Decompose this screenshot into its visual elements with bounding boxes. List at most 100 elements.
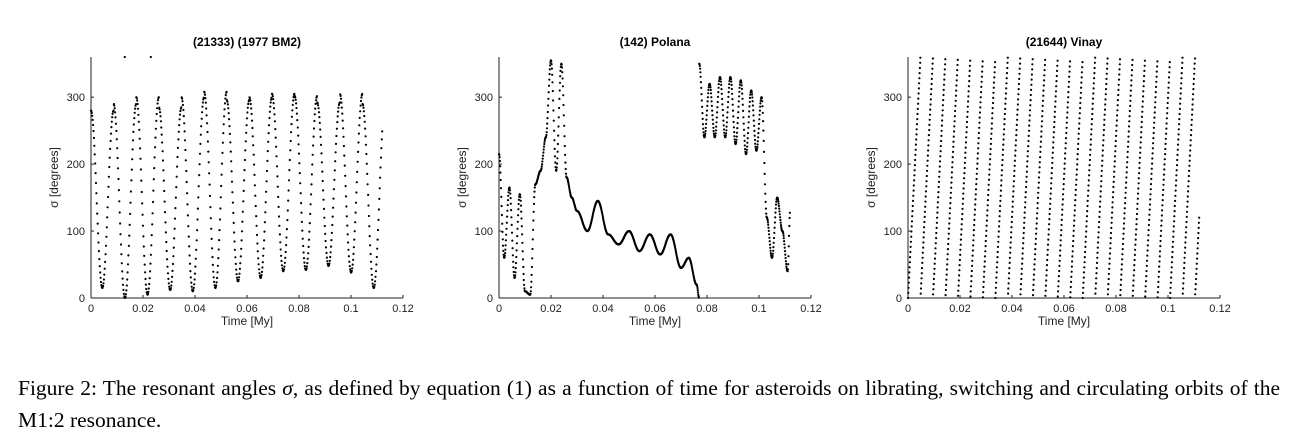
data-point: [1016, 108, 1019, 111]
data-point: [139, 157, 142, 160]
data-point: [1174, 199, 1177, 202]
data-point: [1115, 129, 1118, 132]
data-point: [503, 254, 506, 257]
data-point: [1056, 64, 1059, 67]
data-point: [275, 155, 278, 158]
data-point: [758, 113, 761, 116]
data-point: [785, 262, 788, 266]
data-point: [218, 218, 222, 221]
data-point: [751, 93, 754, 96]
data-point: [149, 270, 152, 273]
data-point: [709, 88, 712, 92]
data-point: [558, 106, 561, 110]
data-point: [1081, 61, 1084, 64]
data-point: [332, 206, 335, 209]
data-point: [1076, 163, 1079, 166]
data-point: [180, 106, 183, 109]
data-point: [349, 268, 352, 271]
data-point: [141, 224, 145, 227]
data-point: [760, 97, 764, 100]
data-point: [920, 277, 923, 280]
data-point: [1180, 82, 1183, 85]
data-point: [1018, 62, 1022, 65]
data-point: [1008, 267, 1011, 270]
data-point: [337, 110, 340, 113]
data-point: [1090, 123, 1093, 126]
data-point: [994, 296, 997, 300]
y-tick-label: 100: [475, 226, 493, 238]
data-point: [1100, 180, 1103, 183]
data-point: [339, 94, 342, 97]
data-point: [204, 97, 207, 100]
data-point: [332, 188, 335, 191]
data-point: [1076, 153, 1079, 156]
data-point: [1143, 74, 1146, 78]
data-point: [1010, 231, 1013, 234]
data-point: [172, 246, 175, 249]
data-point: [984, 250, 987, 253]
data-point: [362, 106, 365, 109]
data-point: [235, 268, 238, 271]
data-point: [980, 75, 984, 78]
data-point: [1182, 272, 1185, 275]
data-point: [930, 82, 933, 86]
data-point: [982, 275, 986, 278]
data-point: [568, 186, 571, 189]
data-point: [1082, 271, 1086, 274]
data-point: [704, 130, 707, 133]
data-point: [931, 62, 934, 65]
data-point: [923, 210, 927, 213]
data-point: [110, 120, 113, 123]
data-point: [932, 277, 936, 281]
data-point: [1141, 100, 1144, 103]
data-point: [1023, 211, 1026, 214]
data-point: [1162, 173, 1166, 176]
data-point: [961, 212, 964, 216]
data-point: [998, 215, 1001, 218]
data-point: [995, 271, 998, 274]
data-point: [914, 143, 918, 146]
data-point: [1039, 150, 1042, 153]
data-point: [721, 97, 724, 101]
data-point: [199, 133, 202, 136]
data-point: [1071, 260, 1074, 263]
data-point: [1089, 143, 1092, 146]
data-point: [944, 294, 947, 297]
data-point: [500, 204, 503, 208]
data-point: [506, 204, 509, 207]
data-point: [189, 276, 192, 279]
data-point: [968, 74, 971, 78]
y-axis-label: σ [degrees]: [455, 147, 469, 208]
data-point: [1147, 229, 1150, 232]
data-point: [567, 183, 570, 186]
data-point: [122, 292, 125, 295]
data-point: [1107, 277, 1110, 281]
data-point: [741, 103, 744, 106]
data-point: [1155, 70, 1158, 73]
data-point: [1163, 163, 1166, 166]
data-point: [145, 291, 148, 294]
data-point: [231, 201, 234, 204]
data-point: [514, 271, 517, 274]
data-point: [245, 131, 248, 134]
data-point: [362, 104, 365, 107]
data-point: [377, 218, 380, 221]
data-point: [1016, 113, 1019, 116]
data-point: [130, 168, 133, 171]
data-point: [194, 265, 197, 268]
data-point: [308, 222, 311, 225]
data-point: [975, 183, 978, 186]
data-point: [942, 83, 946, 86]
data-point: [91, 114, 94, 117]
data-point: [295, 112, 298, 115]
data-point: [740, 84, 743, 87]
data-point: [238, 267, 241, 270]
data-point: [226, 103, 229, 106]
data-point: [91, 118, 94, 121]
data-point: [1142, 85, 1145, 88]
data-point: [746, 145, 749, 148]
figure-caption: Figure 2: The resonant angles σ, as defi…: [18, 376, 1280, 432]
data-point: [1013, 159, 1017, 162]
data-point: [1028, 109, 1032, 112]
data-point: [1006, 56, 1009, 59]
